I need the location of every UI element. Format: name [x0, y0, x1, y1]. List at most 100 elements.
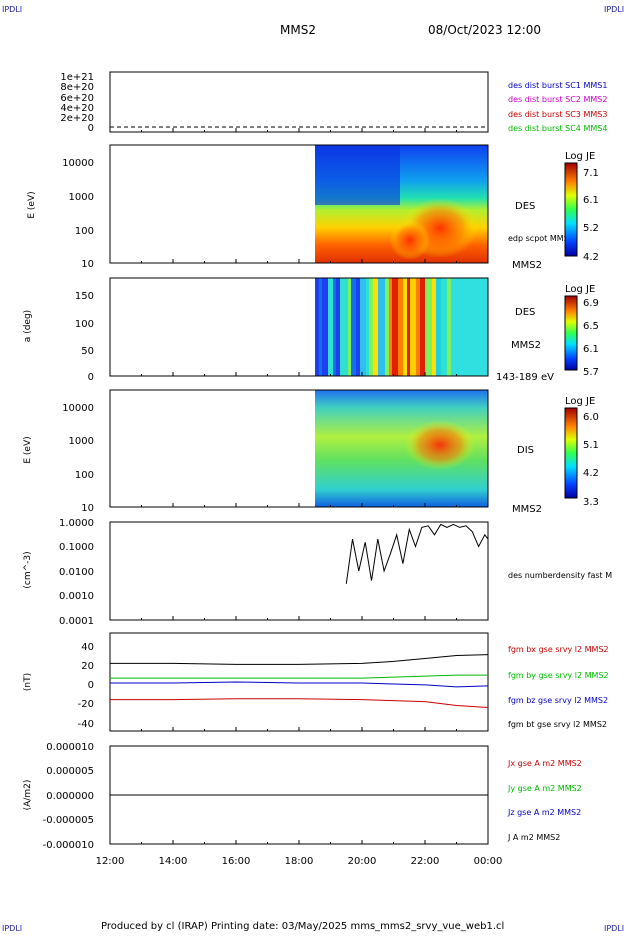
p4-ytick-4: 10	[81, 503, 94, 514]
p5-ytick-2: 0.1000	[59, 542, 94, 553]
p3-right-label: DES	[515, 307, 535, 318]
p3-cb-tick-4: 5.7	[583, 367, 599, 378]
panel-density: 1.0000 0.1000 0.0100 0.0010 0.0001 (cm^-…	[23, 518, 612, 627]
p4-cb-tick-3: 4.2	[583, 468, 599, 479]
p3-stripe	[425, 278, 432, 376]
p3-cb-title: Log JE	[565, 284, 595, 295]
p3-ytick-2: 100	[75, 319, 94, 330]
p3-stripe	[378, 278, 385, 376]
p6-ylabel: (nT)	[23, 673, 33, 691]
p3-ytick-3: 50	[81, 346, 94, 357]
p3-stripe	[410, 278, 416, 376]
p3-stripe	[369, 278, 373, 376]
p4-ytick-1: 10000	[62, 403, 94, 414]
p4-cb-tick-1: 6.0	[583, 412, 599, 423]
p7-legend-2: Jy gse A m2 MMS2	[507, 784, 582, 793]
p3-stripe	[319, 278, 322, 376]
p2-bottom-right: MMS2	[512, 260, 542, 271]
p1-ytick-2: 8e+20	[60, 82, 94, 93]
p3-stripe	[356, 278, 360, 376]
p6-ytick-1: 40	[81, 642, 94, 653]
p1-ytick-4: 4e+20	[60, 103, 94, 114]
p1-ytick-5: 2e+20	[60, 113, 94, 124]
panel-burst: 1e+21 8e+20 6e+20 4e+20 2e+20 0 des dist…	[60, 71, 607, 134]
p3-stripe	[351, 278, 356, 376]
p2-cb-tick-2: 6.1	[583, 195, 599, 206]
panel-des-energy: 10000 1000 100 10 E (eV) DES edp scpot M…	[27, 144, 599, 271]
panel-dis-energy: 10000 1000 100 10 E (eV) DIS MMS2 Log JE…	[23, 389, 599, 515]
xtick-2: 14:00	[159, 856, 188, 867]
p6-ytick-2: 20	[81, 661, 94, 672]
p6-by-line	[110, 674, 488, 679]
p2-annotation: edp scpot MMS2	[508, 234, 574, 243]
p6-legend-4: fgm bt gse srvy l2 MMS2	[508, 720, 607, 729]
p6-legend-2: fgm by gse srvy l2 MMS2	[508, 671, 609, 680]
p6-bx-line	[110, 698, 489, 708]
p5-ytick-3: 0.0100	[59, 567, 94, 578]
p3-stripe	[407, 278, 410, 376]
p3-right-label-2: MMS2	[511, 340, 541, 351]
p4-ylabel: E (eV)	[23, 436, 33, 463]
header-datetime: 08/Oct/2023 12:00	[428, 23, 541, 37]
p3-stripe	[441, 278, 447, 376]
corner-label-bottom-right: IPDLI	[604, 924, 624, 933]
p3-ylabel: a (deg)	[23, 310, 33, 342]
p7-ytick-5: -0.000010	[43, 840, 94, 851]
xtick-7: 00:00	[474, 856, 503, 867]
p5-ytick-5: 0.0001	[59, 616, 94, 627]
p2-cb-title: Log JE	[565, 151, 595, 162]
p3-stripe	[315, 278, 319, 376]
xtick-4: 18:00	[285, 856, 314, 867]
p5-ytick-4: 0.0010	[59, 591, 94, 602]
p3-cb-tick-1: 6.9	[583, 298, 599, 309]
p7-ytick-3: 0.000000	[46, 791, 94, 802]
corner-label-top-left: IPDLI	[2, 5, 22, 14]
p3-stripe	[385, 278, 389, 376]
p6-ytick-4: -20	[78, 699, 94, 710]
p2-cb-tick-4: 4.2	[583, 252, 599, 263]
p3-stripe	[373, 278, 378, 376]
p1-ytick-6: 0	[88, 123, 94, 134]
p7-legend-3: Jz gse A m2 MMS2	[507, 808, 581, 817]
p2-right-label: DES	[515, 201, 535, 212]
p1-ytick-1: 1e+21	[60, 72, 94, 83]
p4-cb-tick-4: 3.3	[583, 497, 599, 508]
p3-stripe	[328, 278, 333, 376]
panel-des-pitch: 150 100 50 0 a (deg) DES MMS2 143-189 eV…	[23, 277, 599, 383]
p2-ytick-4: 10	[81, 259, 94, 270]
xtick-1: 12:00	[96, 856, 125, 867]
p6-ytick-5: -40	[78, 719, 94, 730]
p3-colorbar	[564, 295, 578, 371]
p3-stripe	[420, 278, 425, 376]
p4-right-label: DIS	[517, 445, 534, 456]
p3-ytick-4: 0	[88, 372, 94, 383]
p3-stripe	[436, 278, 441, 376]
p3-stripe	[432, 278, 436, 376]
p5-density-line	[345, 523, 489, 584]
p1-legend-1: des dist burst SC1 MMS1	[508, 81, 607, 90]
p3-bottom-right: 143-189 eV	[496, 372, 554, 383]
p6-bt-line	[110, 654, 489, 665]
corner-label-top-right: IPDLI	[604, 5, 624, 14]
p2-ytick-2: 1000	[69, 192, 94, 203]
header-spacecraft: MMS2	[280, 23, 316, 37]
p3-stripe	[389, 278, 392, 376]
panel-bfield: 40 20 0 -20 -40 (nT) fgm bx gse srvy l2 …	[23, 632, 609, 732]
p3-ytick-1: 150	[75, 291, 94, 302]
p1-legend-4: des dist burst SC4 MMS4	[508, 124, 607, 133]
p6-bz-line	[110, 681, 489, 688]
p7-legend-4: J A m2 MMS2	[507, 833, 560, 842]
p5-legend: des numberdensity fast M	[508, 571, 612, 580]
p7-ytick-1: 0.000010	[46, 742, 94, 753]
p3-stripe	[360, 278, 366, 376]
p2-colorbar	[564, 162, 578, 257]
p3-stripe	[403, 278, 407, 376]
xtick-5: 20:00	[348, 856, 377, 867]
p4-cb-tick-2: 5.1	[583, 440, 599, 451]
p2-ytick-1: 10000	[62, 158, 94, 169]
p7-legend-1: Jx gse A m2 MMS2	[507, 759, 582, 768]
p4-ytick-3: 100	[75, 470, 94, 481]
p3-stripe	[322, 278, 328, 376]
p3-stripe	[416, 278, 420, 376]
